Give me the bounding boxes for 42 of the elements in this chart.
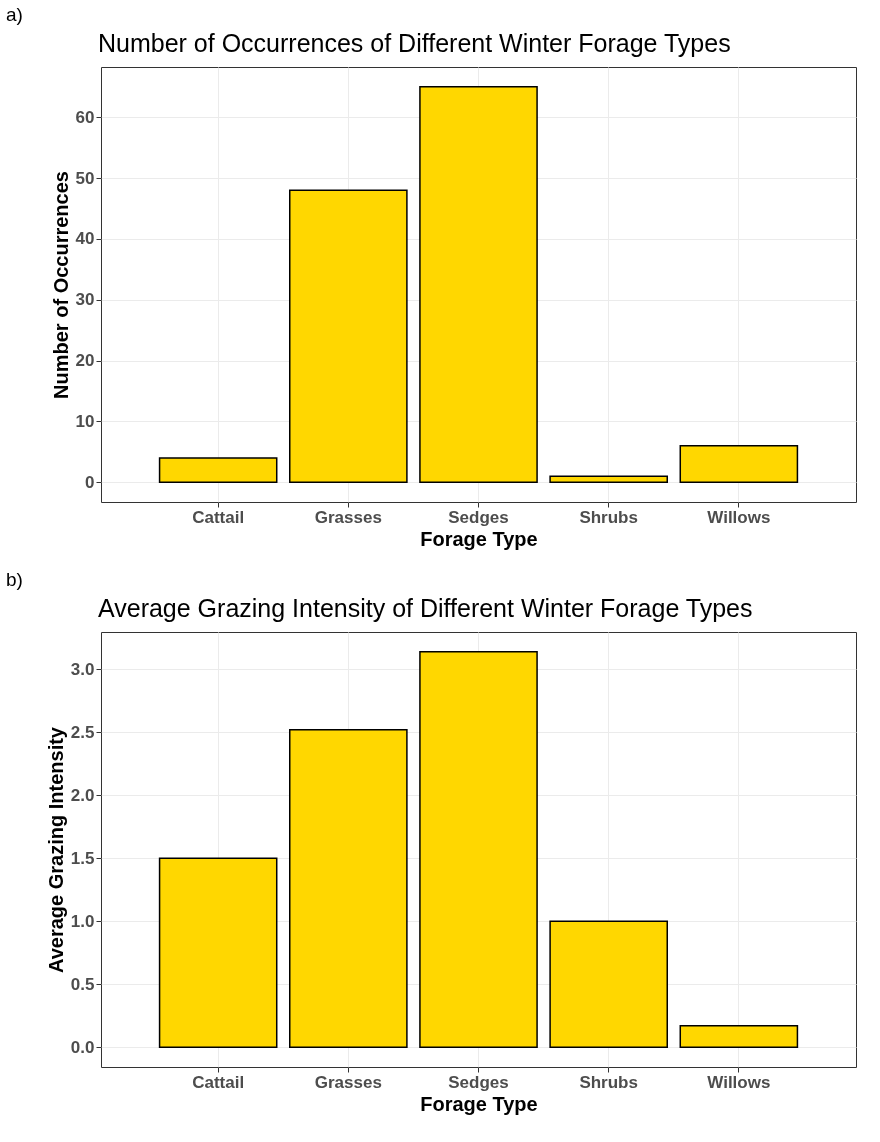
y-tick-label: 2.0 <box>70 785 95 805</box>
y-tick-label: 50 <box>75 168 95 188</box>
y-tick-label: 30 <box>75 290 95 310</box>
x-tick-label: Willows <box>707 507 771 527</box>
y-tick-label: 2.5 <box>70 722 95 742</box>
bar <box>679 1025 799 1048</box>
y-tick-label: 40 <box>75 229 95 249</box>
bar <box>289 729 408 1048</box>
x-tick-label: Willows <box>707 1072 771 1092</box>
x-tick-label: Shrubs <box>579 507 638 527</box>
x-tick-label: Cattail <box>192 1072 245 1092</box>
x-axis-title: Forage Type <box>420 1092 538 1115</box>
bar <box>158 457 278 483</box>
y-tick-label: 3.0 <box>70 659 95 679</box>
x-tick-label: Grasses <box>314 507 382 527</box>
y-tick-label: 0 <box>85 472 95 492</box>
y-tick-label: 60 <box>75 107 95 127</box>
y-tick-label: 20 <box>75 351 95 371</box>
x-axis-title: Forage Type <box>420 527 538 550</box>
text: b) <box>6 569 23 590</box>
bar <box>549 475 668 483</box>
y-tick-label: 0.5 <box>70 974 95 994</box>
bar <box>419 651 538 1048</box>
x-tick-label: Sedges <box>448 507 509 527</box>
bar <box>419 86 538 483</box>
x-tick-label: Grasses <box>314 1072 382 1092</box>
y-tick-label: 0.0 <box>70 1037 95 1057</box>
y-axis-title: Average Grazing Intensity <box>44 726 67 973</box>
chart-title: Number of Occurrences of Different Winter Forage Types <box>98 29 731 57</box>
bar <box>158 857 278 1048</box>
x-tick-label: Cattail <box>192 507 245 527</box>
x-tick-label: Shrubs <box>579 1072 638 1092</box>
bar <box>549 920 668 1048</box>
y-axis-title: Number of Occurrences <box>49 171 72 399</box>
bar <box>679 444 799 483</box>
y-tick-label: 1.5 <box>70 848 95 868</box>
chart-title: Average Grazing Intensity of Different Winter Forage Types <box>98 594 753 622</box>
x-tick-label: Sedges <box>448 1072 509 1092</box>
y-tick-label: 1.0 <box>70 911 95 931</box>
text: a) <box>6 4 23 25</box>
bar <box>289 189 408 483</box>
y-tick-label: 10 <box>75 411 95 431</box>
